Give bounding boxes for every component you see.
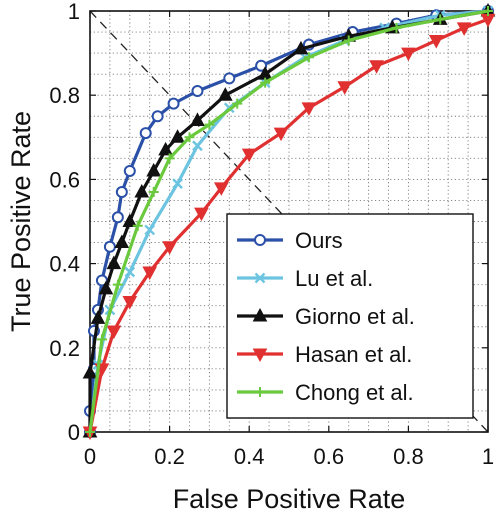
legend-marker-ours (254, 234, 266, 246)
data-point-giorno-et-al (293, 40, 309, 55)
x-tick-label: 0 (84, 444, 96, 469)
x-axis-label: False Positive Rate (173, 484, 406, 514)
legend-marker-giorno-et-al (252, 307, 268, 322)
data-point-hasan-et-al (337, 81, 353, 95)
legend-marker-lu-et-al (254, 272, 266, 284)
data-point-hasan-et-al (273, 127, 289, 142)
legend-item-lu-et-al: Lu et al. (237, 266, 373, 291)
y-axis-label: True Positive Rate (6, 111, 36, 332)
data-point-chong-et-al (164, 153, 175, 164)
data-point-giorno-et-al (158, 141, 173, 156)
x-tick-label: 0.6 (314, 444, 345, 469)
legend: Ours Lu et al. Giorno et al. Hasan et al. Ch… (226, 213, 474, 419)
legend-label-ours: Ours (295, 228, 343, 253)
data-point-ours (103, 240, 116, 253)
data-point-hasan-et-al (214, 182, 229, 196)
x-tick-label: 0.2 (154, 444, 185, 469)
data-point-chong-et-al (232, 98, 243, 109)
legend-label-hasan-et-al: Hasan et al. (295, 342, 412, 367)
y-tick-label: 0.6 (49, 167, 80, 192)
data-point-hasan-et-al (241, 148, 257, 163)
data-point-chong-et-al (96, 334, 107, 345)
y-tick-label: 1 (68, 0, 80, 24)
data-point-ours (255, 59, 268, 72)
axis-ticks: 0 0.2 0.4 0.6 0.8 1 0 0.2 0.4 0.6 0.8 1 (49, 0, 494, 469)
series-layer (82, 2, 496, 441)
data-point-hasan-et-al (106, 325, 122, 340)
data-point-giorno-et-al (82, 365, 98, 379)
data-point-giorno-et-al (114, 234, 130, 249)
data-point-giorno-et-al (106, 255, 122, 270)
data-point-hasan-et-al (194, 207, 209, 222)
data-point-ours (123, 164, 136, 177)
legend-marker-chong-et-al (255, 387, 265, 397)
data-point-hasan-et-al (456, 22, 472, 36)
y-tick-label: 0.4 (49, 252, 80, 277)
data-point-hasan-et-al (401, 47, 416, 62)
data-point-ours (151, 110, 164, 123)
legend-item-ours: Ours (237, 228, 343, 253)
y-tick-label: 0.8 (49, 83, 80, 108)
data-point-ours (139, 127, 152, 140)
y-tick-label: 0.2 (49, 336, 80, 361)
data-point-hasan-et-al (301, 102, 317, 116)
data-point-chong-et-al (260, 77, 271, 88)
x-tick-label: 0.4 (234, 444, 265, 469)
data-point-lu-et-al (124, 266, 136, 278)
data-point-chong-et-al (204, 119, 215, 130)
data-point-ours (191, 84, 204, 97)
data-point-giorno-et-al (122, 213, 138, 227)
data-point-hasan-et-al (428, 34, 444, 49)
data-point-chong-et-al (132, 220, 143, 231)
data-point-giorno-et-al (217, 87, 233, 101)
data-point-chong-et-al (184, 132, 195, 143)
legend-marker-hasan-et-al (252, 348, 268, 363)
data-point-chong-et-al (391, 22, 402, 33)
data-point-ours (167, 97, 180, 110)
data-point-hasan-et-al (122, 295, 138, 310)
x-tick-label: 0.8 (393, 444, 424, 469)
data-point-chong-et-al (148, 187, 159, 198)
legend-label-chong-et-al: Chong et al. (295, 380, 414, 405)
data-point-ours (115, 186, 128, 199)
legend-label-giorno-et-al: Giorno et al. (295, 304, 415, 329)
data-point-chong-et-al (343, 35, 354, 46)
data-point-lu-et-al (144, 224, 156, 236)
data-point-lu-et-al (192, 140, 203, 152)
data-point-chong-et-al (112, 279, 123, 290)
data-point-giorno-et-al (98, 280, 114, 295)
plot-frame (89, 10, 489, 433)
y-tick-label: 0 (68, 420, 80, 445)
data-point-chong-et-al (85, 427, 95, 437)
data-point-hasan-et-al (162, 241, 177, 255)
data-point-giorno-et-al (170, 129, 185, 143)
data-point-ours (223, 72, 236, 85)
data-point-chong-et-al (483, 6, 493, 16)
data-point-chong-et-al (303, 52, 314, 63)
data-point-chong-et-al (435, 14, 446, 25)
data-point-ours (111, 211, 124, 224)
data-point-giorno-et-al (134, 183, 150, 198)
series-chong-et-al (85, 6, 493, 437)
data-point-lu-et-al (172, 178, 183, 189)
legend-item-hasan-et-al: Hasan et al. (237, 342, 412, 367)
legend-item-chong-et-al: Chong et al. (237, 380, 414, 405)
data-point-giorno-et-al (90, 310, 106, 324)
data-point-hasan-et-al (369, 60, 384, 74)
data-point-hasan-et-al (142, 266, 158, 281)
data-point-giorno-et-al (190, 112, 205, 126)
series-giorno-et-al (82, 2, 496, 438)
legend-label-lu-et-al: Lu et al. (295, 266, 373, 291)
x-tick-label: 1 (482, 444, 494, 469)
data-point-giorno-et-al (146, 162, 162, 177)
legend-item-giorno-et-al: Giorno et al. (237, 304, 415, 329)
